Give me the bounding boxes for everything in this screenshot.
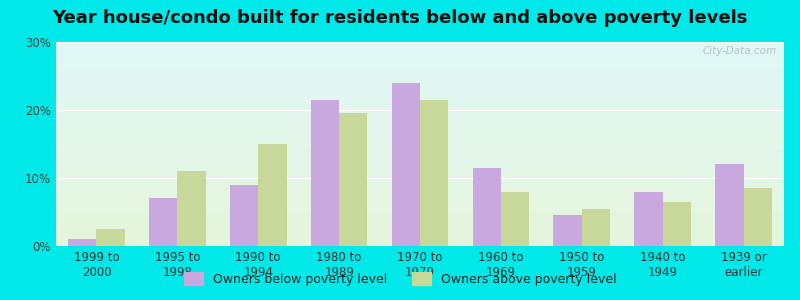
Bar	[634, 192, 662, 246]
Bar	[230, 185, 258, 246]
Bar	[473, 168, 501, 246]
Text: Year house/condo built for residents below and above poverty levels: Year house/condo built for residents bel…	[52, 9, 748, 27]
Bar	[392, 83, 420, 246]
Bar	[311, 100, 339, 246]
Legend: Owners below poverty level, Owners above poverty level: Owners below poverty level, Owners above…	[179, 267, 621, 291]
Bar	[715, 164, 743, 246]
Bar	[501, 192, 530, 246]
Bar	[68, 239, 97, 246]
Bar	[554, 215, 582, 246]
Text: City-Data.com: City-Data.com	[702, 46, 777, 56]
Bar	[258, 144, 286, 246]
Bar	[582, 208, 610, 246]
Bar	[149, 198, 178, 246]
Bar	[420, 100, 448, 246]
Bar	[97, 229, 125, 246]
Bar	[339, 113, 367, 246]
Bar	[743, 188, 772, 246]
Bar	[662, 202, 691, 246]
Bar	[178, 171, 206, 246]
